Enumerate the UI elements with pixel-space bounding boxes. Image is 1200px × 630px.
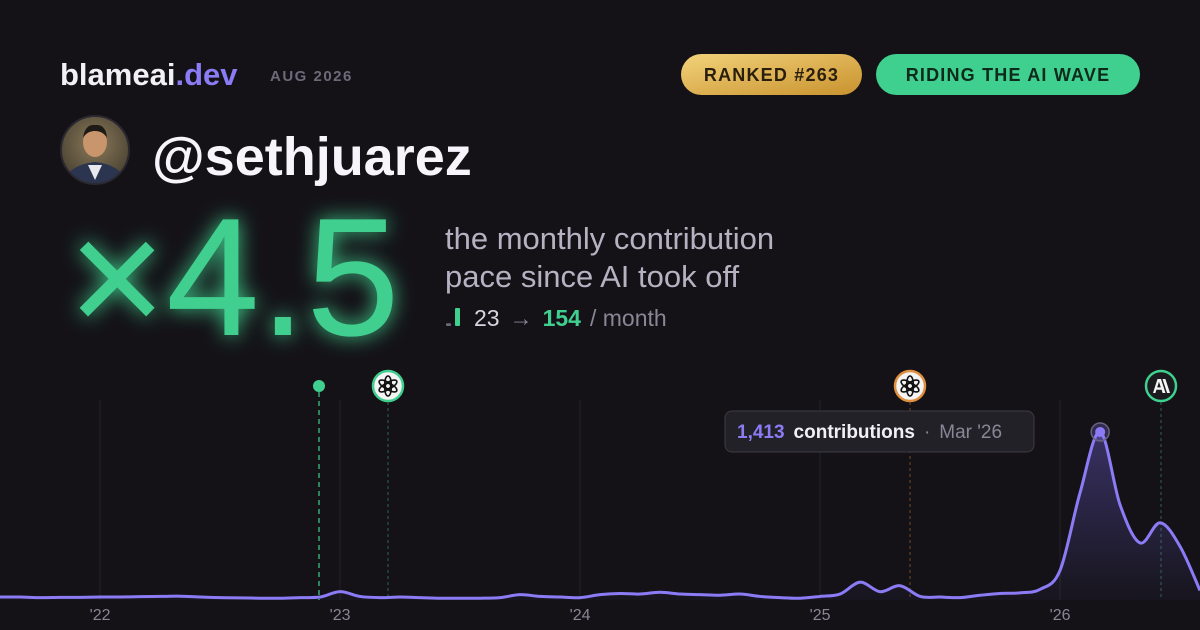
plot [0, 422, 1200, 600]
tooltip-value: 1,413 [737, 422, 785, 443]
brand: blameai.dev [60, 57, 238, 92]
avatar [60, 115, 130, 185]
handle: @sethjuarez [152, 127, 472, 187]
rank-badge-text: RANKED #263 [704, 65, 839, 85]
date: AUG 2026 [270, 68, 353, 85]
tooltip-text: 1,413 contributions · Mar '26 [737, 422, 1002, 443]
tooltip-date: Mar '26 [939, 422, 1002, 443]
multiplier: ×4.5 [68, 183, 400, 371]
grid: '22 '23 '24 '25 '26 [90, 400, 1071, 624]
wave-badge [876, 54, 1140, 95]
stat-before: 23 [474, 305, 500, 331]
highlight-point [1095, 426, 1106, 437]
wave-badge-text: RIDING THE AI WAVE [906, 65, 1111, 85]
x-tick-label: '23 [330, 607, 351, 624]
description-line: pace since AI took off [445, 259, 740, 294]
stat-after: 154 [543, 305, 582, 331]
series-line [0, 430, 1200, 600]
events [313, 369, 1178, 600]
brand-tld: .dev [175, 57, 238, 92]
anthropic-icon [1144, 369, 1178, 403]
tooltip-separator: · [924, 422, 930, 443]
x-tick-label: '22 [90, 607, 111, 624]
stat-unit: / month [590, 305, 667, 331]
tooltip-label: contributions [794, 422, 915, 443]
mini-bar-after [455, 308, 460, 326]
stat-arrow: → [510, 305, 533, 331]
x-tick-label: '26 [1050, 607, 1071, 624]
tooltip: 1,413 contributions · Mar '26 [724, 410, 1035, 453]
ai-start-dot [313, 380, 325, 392]
description-line: the monthly contribution [445, 221, 774, 256]
x-tick-label: '25 [810, 607, 831, 624]
brand-name: blameai [60, 57, 175, 92]
openai-icon [371, 369, 405, 403]
stat-line: 23 → 154 / month [474, 305, 667, 331]
area-fill [0, 431, 1200, 600]
rank-badge [681, 54, 862, 95]
tooltip-box [724, 410, 1035, 453]
openai-icon [893, 369, 927, 403]
x-tick-label: '24 [570, 607, 591, 624]
mini-bar-before [446, 323, 451, 326]
mini-bars [446, 308, 460, 326]
